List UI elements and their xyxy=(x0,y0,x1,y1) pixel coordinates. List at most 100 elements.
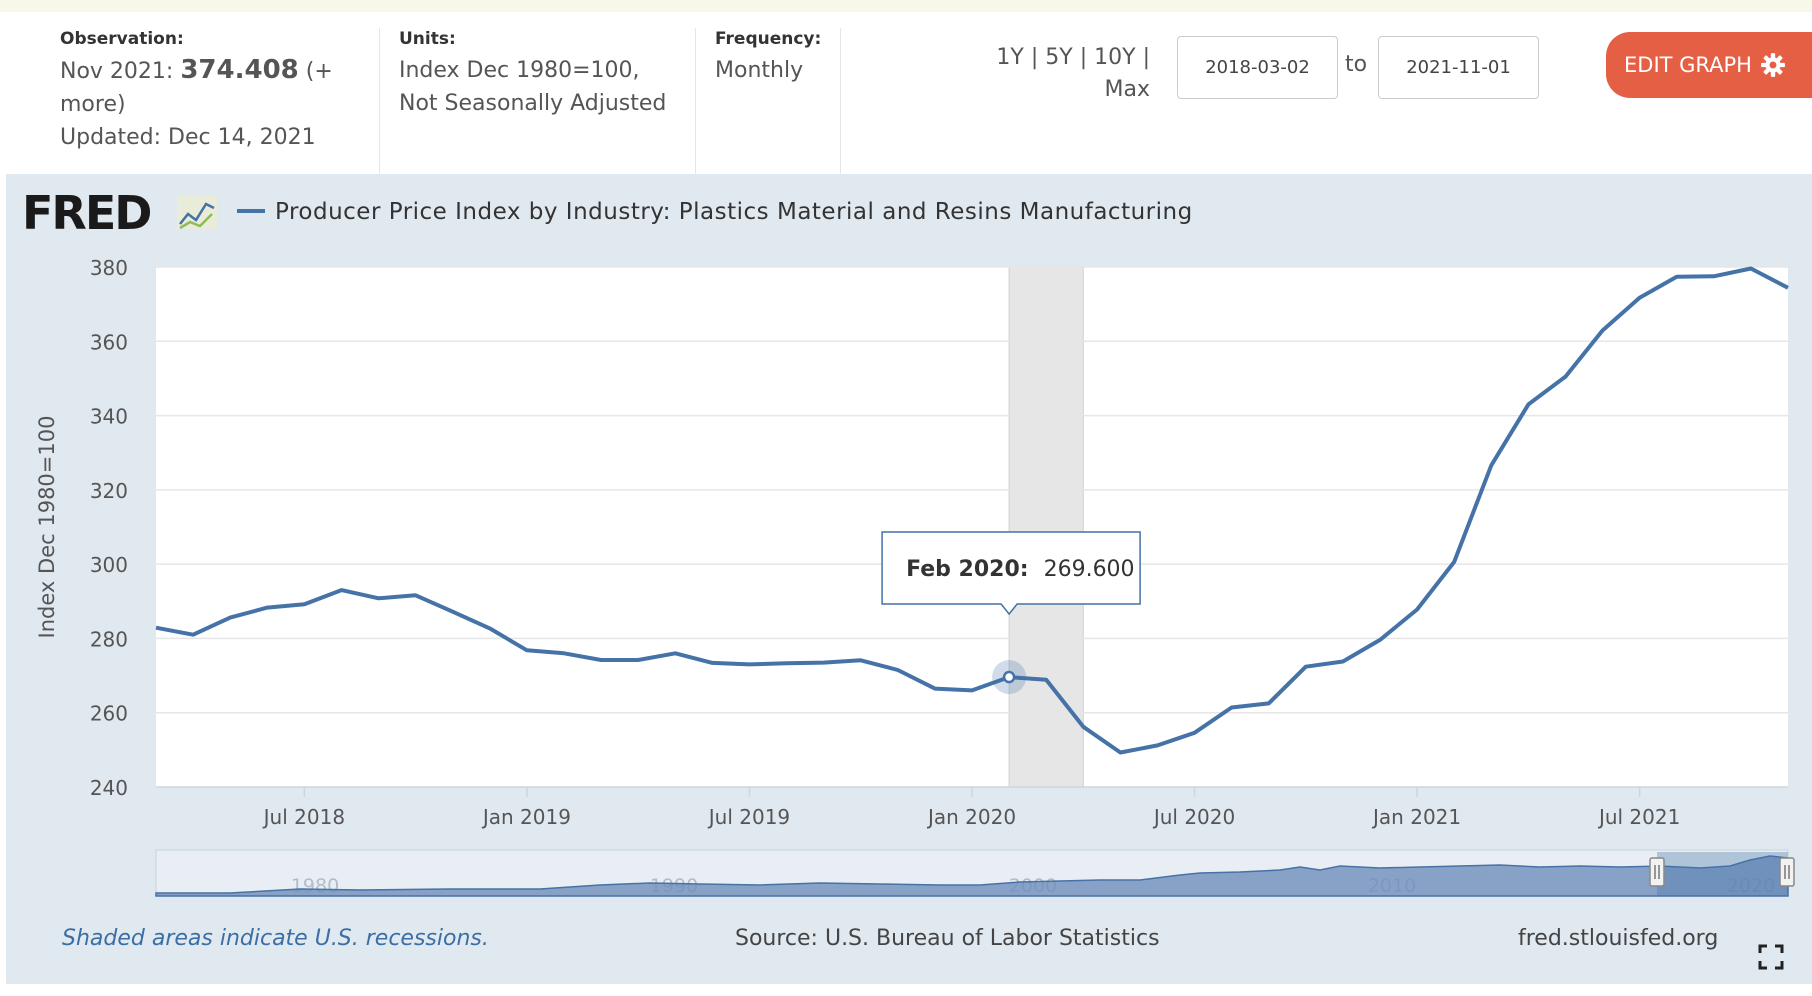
data-point xyxy=(191,633,195,637)
data-point xyxy=(414,593,418,597)
x-tick-label: Jan 2021 xyxy=(1371,805,1461,829)
data-point xyxy=(1749,266,1753,270)
edit-graph-button[interactable]: EDIT GRAPH xyxy=(1606,32,1812,98)
range-max-link[interactable]: Max xyxy=(1104,77,1150,102)
navigator-right-handle[interactable] xyxy=(1779,857,1795,887)
tooltip: Feb 2020: 269.600 xyxy=(881,531,1141,695)
observation-value: 374.408 xyxy=(180,55,299,85)
fred-logo: FRED xyxy=(22,186,150,240)
y-tick-label: 240 xyxy=(90,776,128,800)
data-point xyxy=(673,651,677,655)
tooltip-marker xyxy=(1002,670,1016,684)
start-date-input[interactable] xyxy=(1177,36,1338,99)
fullscreen-icon[interactable] xyxy=(1758,944,1784,970)
data-point xyxy=(488,626,492,630)
frequency-block: Frequency: Monthly xyxy=(715,28,845,87)
data-point xyxy=(933,687,937,691)
range-10y-link[interactable]: 10Y xyxy=(1094,45,1136,70)
data-point xyxy=(896,668,900,672)
data-point xyxy=(859,658,863,662)
divider xyxy=(840,28,841,174)
data-point xyxy=(525,648,529,652)
data-point xyxy=(1786,286,1790,290)
data-point xyxy=(1118,750,1122,754)
gear-icon xyxy=(1761,53,1785,77)
data-point xyxy=(339,588,343,592)
observation-block: Observation: Nov 2021: 374.408 (+ more) … xyxy=(60,28,360,154)
data-point xyxy=(822,661,826,665)
data-point xyxy=(1526,402,1530,406)
y-tick-label: 340 xyxy=(90,405,128,429)
chart-logo-icon xyxy=(177,195,217,230)
end-date-input[interactable] xyxy=(1378,36,1539,99)
range-separator: | xyxy=(1079,45,1088,70)
data-point xyxy=(154,626,158,630)
data-point xyxy=(1415,607,1419,611)
data-point xyxy=(1675,275,1679,279)
y-tick-label: 260 xyxy=(90,702,128,726)
data-point xyxy=(1081,725,1085,729)
data-point xyxy=(1230,706,1234,710)
navigator-selection[interactable] xyxy=(1657,852,1788,896)
data-point xyxy=(1378,638,1382,642)
data-point xyxy=(302,602,306,606)
x-tick-label: Jul 2018 xyxy=(262,805,345,829)
site-link[interactable]: fred.stlouisfed.org xyxy=(1518,926,1719,951)
x-tick-label: Jul 2021 xyxy=(1597,805,1680,829)
data-point xyxy=(265,606,269,610)
observation-date: Nov 2021: xyxy=(60,59,174,84)
to-label: to xyxy=(1345,52,1368,77)
data-point xyxy=(1563,375,1567,379)
data-point xyxy=(599,658,603,662)
y-tick-label: 300 xyxy=(90,553,128,577)
data-point xyxy=(451,610,455,614)
top-band xyxy=(0,0,1812,12)
data-point xyxy=(562,651,566,655)
data-point xyxy=(1304,665,1308,669)
data-point xyxy=(747,662,751,666)
data-point xyxy=(228,616,232,620)
data-point xyxy=(1155,743,1159,747)
tooltip-box xyxy=(881,531,1141,616)
data-point xyxy=(1267,701,1271,705)
navigator-left-handle[interactable] xyxy=(1649,857,1665,887)
range-1y-link[interactable]: 1Y xyxy=(996,45,1024,70)
navigator[interactable]: 19801990200020102020 xyxy=(155,849,1795,897)
data-point xyxy=(636,658,640,662)
navigator-series xyxy=(155,855,1789,897)
observation-more-link[interactable]: (+ more) xyxy=(60,59,333,117)
recession-note-link[interactable]: Shaded areas indicate U.S. recessions. xyxy=(62,926,489,951)
data-point xyxy=(710,661,714,665)
units-label: Units: xyxy=(399,29,456,49)
data-point xyxy=(1193,731,1197,735)
range-5y-link[interactable]: 5Y xyxy=(1045,45,1073,70)
data-point xyxy=(1489,463,1493,467)
source-text: Source: U.S. Bureau of Labor Statistics xyxy=(735,926,1160,951)
plot-area xyxy=(156,267,1788,787)
data-point xyxy=(1638,296,1642,300)
range-separator: | xyxy=(1030,45,1039,70)
divider xyxy=(695,28,696,174)
series-line xyxy=(155,266,1789,755)
data-point xyxy=(1044,678,1048,682)
range-selector: 1Y | 5Y | 10Y | Max xyxy=(950,42,1150,106)
data-point xyxy=(1601,329,1605,333)
y-axis-label: Index Dec 1980=100 xyxy=(35,416,59,639)
units-line2: Not Seasonally Adjusted xyxy=(399,91,667,116)
observation-value-line: Nov 2021: 374.408 (+ more) xyxy=(60,54,360,121)
observation-label: Observation: xyxy=(60,29,184,49)
data-point xyxy=(1341,659,1345,663)
edit-graph-label: EDIT GRAPH xyxy=(1624,53,1752,77)
y-tick-label: 360 xyxy=(90,330,128,354)
frequency-label: Frequency: xyxy=(715,29,822,49)
data-point xyxy=(1452,560,1456,564)
recession-band xyxy=(1008,266,1084,788)
y-tick-label: 380 xyxy=(90,256,128,280)
data-point xyxy=(785,661,789,665)
x-tick-label: Jan 2019 xyxy=(481,805,571,829)
frequency-value: Monthly xyxy=(715,58,804,83)
tooltip-date: Feb 2020: xyxy=(906,557,1028,582)
data-point xyxy=(1712,274,1716,278)
units-line1: Index Dec 1980=100, xyxy=(399,58,640,83)
